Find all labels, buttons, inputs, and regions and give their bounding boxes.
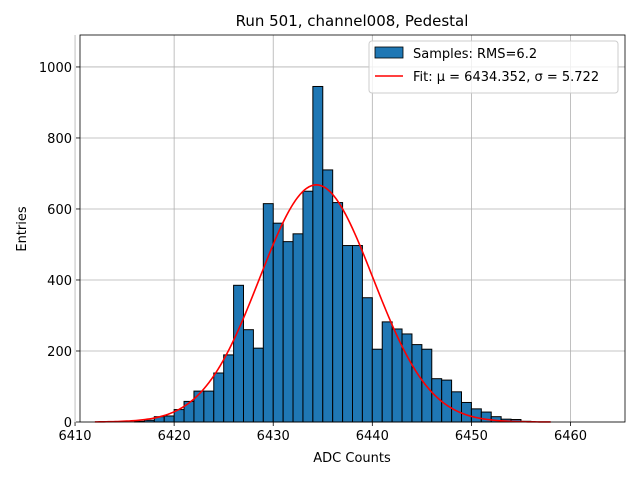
histogram-bars: [134, 85, 532, 423]
histogram-bar: [203, 390, 215, 423]
legend-histogram-swatch: [374, 46, 404, 59]
histogram-bar: [352, 245, 363, 423]
histogram-bar: [302, 190, 314, 423]
histogram-bar: [312, 85, 324, 423]
legend-histogram-label: Samples: RMS=6.2: [413, 47, 537, 62]
histogram-bar: [282, 241, 294, 423]
x-tick-label: 6440: [356, 429, 389, 444]
plot-frame: [79, 34, 626, 423]
y-tick-label: 0: [64, 416, 72, 431]
y-axis-ticks: 0 200 400 600 800 1000: [39, 61, 80, 431]
legend-fit-label: Fit: μ = 6434.352, σ = 5.722: [413, 70, 599, 85]
histogram-bar: [361, 297, 373, 423]
y-tick-label: 1000: [39, 61, 72, 76]
x-tick-label: 6410: [58, 429, 91, 444]
histogram-bar: [461, 401, 472, 423]
fit-curve: [94, 184, 551, 423]
x-tick-label: 6420: [158, 429, 191, 444]
histogram-bar: [371, 348, 383, 423]
histogram-bar: [223, 354, 235, 423]
y-tick-label: 400: [47, 274, 72, 289]
legend-box: [368, 40, 619, 94]
histogram-bar: [243, 329, 254, 423]
histogram-bar: [272, 222, 284, 423]
legend: Samples: RMS=6.2 Fit: μ = 6434.352, σ = …: [368, 40, 619, 94]
histogram-bar: [193, 390, 205, 423]
y-tick-label: 200: [47, 345, 72, 360]
histogram-bar: [163, 415, 175, 423]
histogram-bar: [213, 372, 225, 423]
histogram-bar: [332, 202, 344, 423]
chart-title: Run 501, channel008, Pedestal: [236, 12, 469, 30]
histogram-bar: [451, 391, 463, 423]
histogram-bar: [252, 347, 264, 423]
x-tick-label: 6460: [554, 429, 587, 444]
histogram-bar: [381, 321, 393, 423]
histogram-bar: [292, 233, 304, 423]
histogram-bar: [441, 379, 453, 423]
histogram-bar: [233, 284, 245, 423]
histogram-bar: [322, 169, 334, 423]
x-axis-label: ADC Counts: [313, 451, 391, 466]
histogram-bar: [411, 344, 423, 423]
x-axis-ticks: 6410 6420 6430 6440 6450 6460: [58, 422, 587, 444]
histogram-bar: [262, 203, 274, 423]
y-axis-label: Entries: [15, 206, 30, 252]
x-tick-label: 6430: [257, 429, 290, 444]
y-tick-label: 600: [47, 203, 72, 218]
histogram-bar: [470, 408, 482, 423]
x-tick-label: 6450: [455, 429, 488, 444]
histogram-bar: [342, 245, 354, 423]
y-tick-label: 800: [47, 132, 72, 147]
histogram-bar: [401, 333, 413, 423]
